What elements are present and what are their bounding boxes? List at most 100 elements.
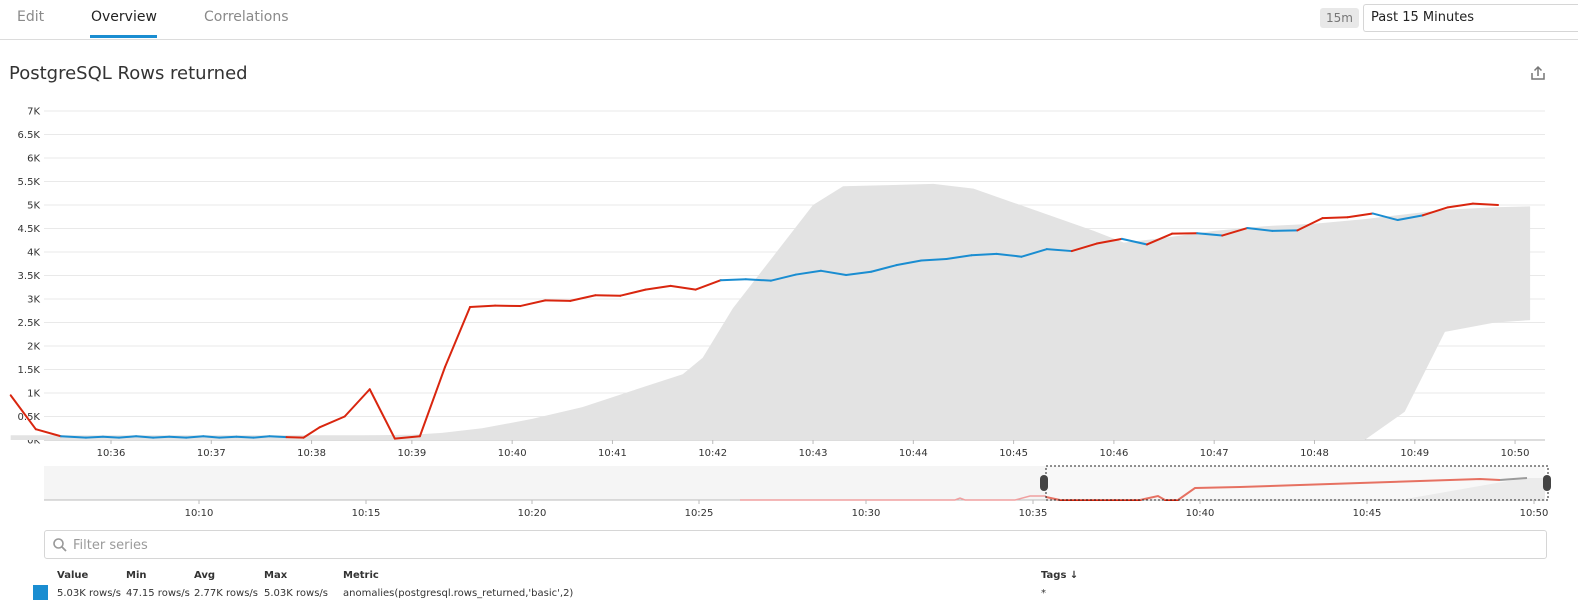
series-segment [1095, 237, 1123, 245]
series-segment [669, 284, 697, 291]
legend-metric[interactable]: anomalies(postgresql.rows_returned,'basi… [343, 588, 574, 599]
series-segment [59, 435, 87, 439]
series-segment [418, 366, 446, 438]
timeseries-chart[interactable]: 0K 0.5K 1K 1.5K 2K 2.5K 3K 3.5K 4K 4.5K 5K 5.5K 6K 6.… [0, 0, 1578, 530]
share-icon[interactable] [1529, 64, 1547, 82]
legend-tags: * [1041, 588, 1046, 599]
series-segment [34, 428, 62, 438]
series-segment [1471, 202, 1500, 206]
legend-header-tags[interactable]: Tags ↓ [1041, 570, 1079, 581]
series-segment [118, 435, 138, 439]
legend-header-metric[interactable]: Metric [343, 570, 379, 581]
y-tick-label: 0K [27, 436, 40, 447]
series-segment [443, 305, 472, 369]
y-tick-label: 2.5K [18, 318, 41, 329]
x-tick-label: 10:37 [197, 448, 226, 459]
series-segment [135, 435, 155, 439]
series-segment [1421, 206, 1449, 217]
y-tick-label: 6.5K [18, 130, 41, 141]
x-tick-label: 10:49 [1400, 448, 1429, 459]
y-tick-label: 7K [27, 107, 40, 118]
series-segment [9, 394, 37, 431]
filter-series-box[interactable] [44, 530, 1547, 559]
navigator-background [44, 466, 1545, 500]
series-color-swatch[interactable] [33, 585, 48, 600]
navigator-tick-label: 10:30 [852, 508, 881, 519]
series-segment [744, 278, 772, 282]
navigator-handle-left[interactable] [1040, 475, 1048, 491]
legend-header-value[interactable]: Value [57, 570, 89, 581]
legend-header-max[interactable]: Max [264, 570, 288, 581]
series-segment [694, 279, 722, 291]
series-segment [995, 252, 1023, 258]
series-segment [84, 435, 104, 439]
x-tick-label: 10:46 [1099, 448, 1128, 459]
search-icon [53, 538, 67, 552]
series-segment [152, 435, 171, 439]
tab-edit[interactable]: Edit [17, 9, 45, 25]
series-segment [820, 269, 848, 277]
series-segment [235, 435, 255, 439]
series-segment [1446, 202, 1474, 209]
x-tick-label: 10:45 [999, 448, 1028, 459]
navigator-tick-label: 10:10 [185, 508, 214, 519]
x-tick-label: 10:36 [97, 448, 126, 459]
navigator-tick-label: 10:40 [1186, 508, 1215, 519]
navigator-history-line [740, 495, 1046, 501]
x-tick-label: 10:48 [1300, 448, 1329, 459]
anomaly-bounds-band [10, 183, 1531, 440]
series-segment [343, 388, 371, 418]
x-tick-label: 10:40 [498, 448, 527, 459]
series-segment [469, 304, 497, 308]
tab-overview[interactable]: Overview [91, 9, 157, 25]
x-tick-label: 10:41 [598, 448, 627, 459]
y-tick-label: 3K [27, 295, 40, 306]
series-segment [1120, 237, 1148, 246]
y-tick-label: 4K [27, 248, 40, 259]
navigator-selection[interactable] [1045, 465, 1549, 501]
series-segment [569, 294, 597, 302]
series-segment [168, 435, 188, 439]
y-tick-label: 3.5K [18, 271, 41, 282]
legend-header-min[interactable]: Min [126, 570, 147, 581]
navigator-tick-label: 10:25 [685, 508, 714, 519]
y-tick-label: 5.5K [18, 177, 41, 188]
x-tick-label: 10:43 [799, 448, 828, 459]
series-segment [1321, 216, 1349, 220]
navigator-tick-label: 10:45 [1353, 508, 1382, 519]
series-segment [719, 278, 747, 282]
navigator-series-tail [1499, 477, 1528, 481]
x-tick-label: 10:50 [1501, 448, 1530, 459]
series-segment [519, 299, 547, 308]
series-segment [895, 259, 923, 267]
navigator-handle-right[interactable] [1543, 475, 1551, 491]
series-segment [218, 435, 238, 439]
time-range-badge: 15m [1320, 8, 1359, 28]
x-tick-label: 10:39 [397, 448, 426, 459]
series-segment [794, 269, 823, 276]
navigator-band [1400, 478, 1545, 500]
filter-series-input[interactable] [73, 536, 1473, 554]
series-segment [920, 258, 948, 262]
tab-correlations[interactable]: Correlations [204, 9, 289, 25]
series-segment [1145, 232, 1174, 246]
navigator-tick-label: 10:15 [352, 508, 381, 519]
series-segment [644, 284, 672, 291]
x-tick-label: 10:44 [899, 448, 928, 459]
legend-min: 47.15 rows/s [126, 588, 190, 599]
series-segment [268, 435, 288, 439]
x-tick-label: 10:38 [297, 448, 326, 459]
time-range-select[interactable]: Past 15 Minutes [1363, 4, 1578, 32]
legend-max: 5.03K rows/s [264, 588, 328, 599]
x-tick-label: 10:47 [1200, 448, 1229, 459]
navigator-tick-label: 10:50 [1520, 508, 1549, 519]
series-segment [202, 435, 221, 439]
series-segment [1246, 227, 1274, 232]
y-tick-label: 4.5K [18, 224, 41, 235]
y-tick-label: 6K [27, 154, 40, 165]
y-tick-label: 1.5K [18, 365, 41, 376]
series-segment [185, 435, 205, 439]
top-nav: Edit Overview Correlations 15m Past 15 M… [0, 0, 1578, 40]
series-segment [1070, 242, 1098, 253]
legend-header-avg[interactable]: Avg [194, 570, 216, 581]
